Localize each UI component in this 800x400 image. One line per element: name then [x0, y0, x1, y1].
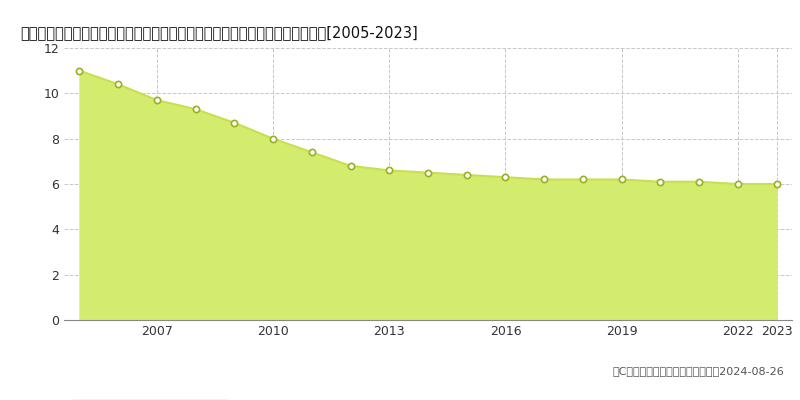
- Text: 鳥取県東伯郡湯梨浜町大字田後字大工給６００番３外　基準地価格　地価推移[2005-2023]: 鳥取県東伯郡湯梨浜町大字田後字大工給６００番３外 基準地価格 地価推移[2005…: [20, 25, 418, 40]
- Text: （C）土地価格ドットコム　　　　2024-08-26: （C）土地価格ドットコム 2024-08-26: [612, 366, 784, 376]
